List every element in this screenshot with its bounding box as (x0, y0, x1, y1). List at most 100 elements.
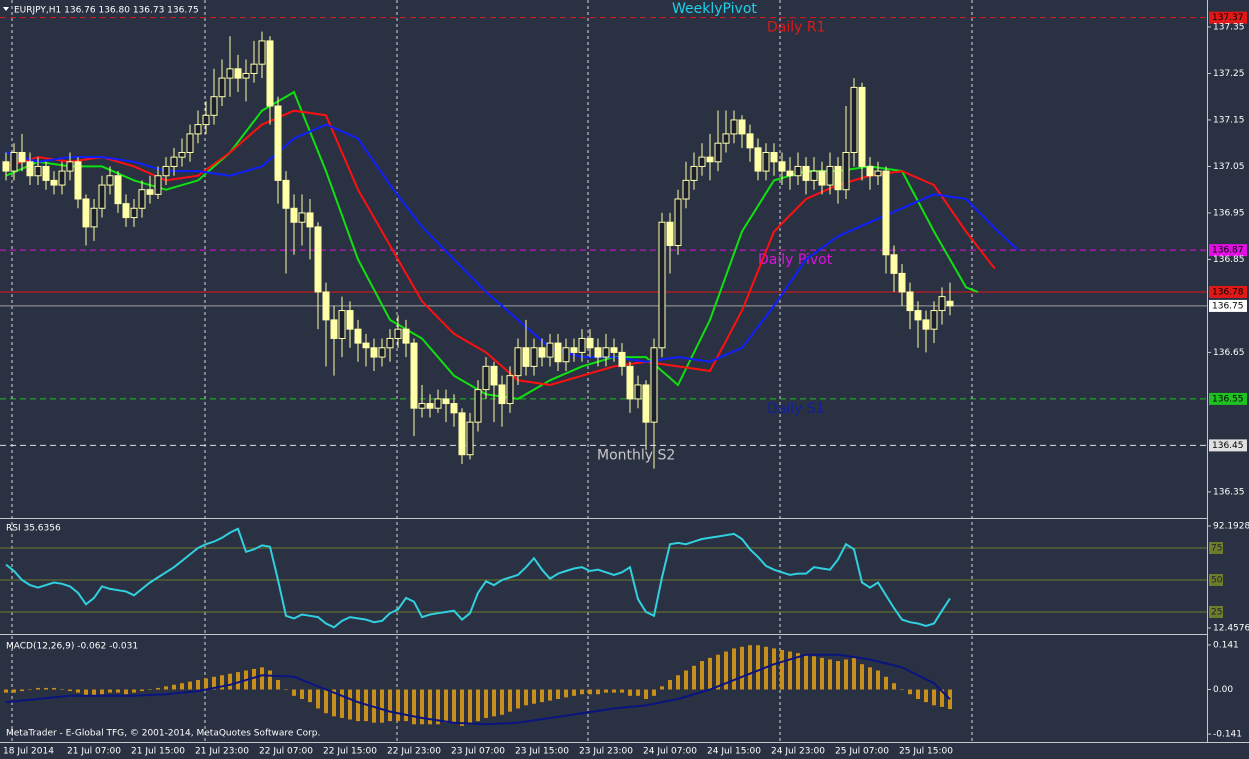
macd-bar (276, 680, 280, 690)
price-level-value: 137.37 (1212, 13, 1244, 23)
macd-bar (220, 675, 224, 690)
candle-body (402, 328, 410, 344)
candle-body (754, 147, 762, 172)
y-tick-label: -0.141 (1213, 730, 1242, 740)
candle-body (74, 161, 82, 200)
macd-bar (924, 689, 928, 703)
y-tick-label: 136.35 (1213, 487, 1245, 497)
candle-body (874, 170, 882, 177)
candle-body (770, 151, 778, 163)
candle-body (610, 347, 618, 353)
rsi-level-label: 25 (1211, 607, 1222, 617)
macd-bar (20, 689, 24, 692)
candle-body (26, 161, 34, 177)
macd-bar (708, 657, 712, 690)
candle-body (202, 114, 210, 126)
candle-body (858, 86, 866, 167)
price-level-box (1209, 244, 1247, 257)
macd-bar (212, 676, 216, 690)
candle-body (250, 63, 258, 74)
candle-body (426, 403, 434, 409)
candle-body (930, 310, 938, 330)
macd-bar (852, 657, 856, 690)
x-tick-label: 22 Jul 15:00 (323, 747, 377, 757)
macd-bar (460, 689, 464, 726)
macd-bar (340, 689, 344, 718)
macd-bar (772, 648, 776, 690)
candle-body (362, 342, 370, 349)
candle-body (82, 198, 90, 228)
macd-bar (588, 689, 592, 695)
menu-arrow[interactable] (3, 7, 9, 11)
price-level-label: Daily R1 (767, 20, 826, 36)
x-tick-label: 22 Jul 07:00 (259, 747, 313, 757)
x-tick-label: 23 Jul 23:00 (579, 747, 633, 757)
macd-bar (500, 689, 504, 715)
macd-bar (900, 689, 904, 690)
macd-bar (100, 689, 104, 695)
macd-bar (308, 689, 312, 703)
price-level-box (1209, 392, 1247, 405)
candle-body (234, 68, 242, 79)
rsi-line (5, 527, 951, 629)
macd-bar (28, 689, 32, 690)
price-level-value: 136.78 (1212, 287, 1244, 297)
macd-bar (260, 667, 264, 690)
macd-bar (892, 683, 896, 690)
macd-bar (564, 689, 568, 698)
macd-bar (532, 689, 536, 704)
candle-body (602, 347, 610, 358)
candle-body (370, 347, 378, 358)
time-grid (11, 0, 973, 742)
candle-body (810, 170, 818, 181)
macd-bar (804, 654, 808, 690)
candle-body (882, 170, 890, 256)
candle-body (98, 184, 106, 209)
y-tick-label: 137.25 (1213, 69, 1245, 79)
candle-body (354, 328, 362, 344)
macd-bar (868, 667, 872, 690)
candle-body (186, 133, 194, 153)
macd-bar (268, 670, 272, 690)
candle-body (42, 165, 50, 181)
price-level-label: Daily Pivot (758, 252, 833, 268)
candle-body (842, 151, 850, 191)
y-tick-label: 12.4576 (1213, 624, 1249, 634)
macd-bar (236, 672, 240, 690)
candle-body (802, 165, 810, 181)
candle-body (746, 133, 754, 149)
candle-body (466, 421, 474, 456)
candle-body (298, 212, 306, 223)
macd-bar (284, 689, 288, 690)
macd-bar (908, 689, 912, 695)
candle-body (594, 347, 602, 358)
candle-body (690, 165, 698, 181)
candle-body (146, 189, 154, 195)
candle-body (914, 310, 922, 321)
candle-body (850, 86, 858, 153)
last-price-label: 136.75 (1212, 301, 1244, 311)
candle-body (122, 203, 130, 219)
price-level-value: 136.55 (1212, 394, 1244, 404)
candle-body (890, 254, 898, 274)
macd-bar (252, 668, 256, 690)
macd-bar (556, 689, 560, 699)
macd-bar (132, 689, 136, 693)
candle-body (562, 347, 570, 363)
candle-body (698, 156, 706, 167)
candle-body (530, 347, 538, 367)
macd-bar (436, 689, 440, 725)
x-tick-label: 25 Jul 07:00 (835, 747, 889, 757)
macd-bar (724, 651, 728, 690)
panel-title: EURJPY,H1 136.76 136.80 136.73 136.75 (14, 6, 199, 16)
price-level-value: 136.87 (1212, 246, 1244, 256)
macd-bar (204, 678, 208, 690)
y-tick-label: 137.35 (1213, 22, 1245, 32)
macd-bar (860, 664, 864, 690)
candle-body (578, 337, 586, 353)
alligator-line (5, 123, 1019, 363)
candle-body (938, 296, 946, 312)
candle-body (834, 165, 842, 191)
macd-bar (700, 661, 704, 690)
